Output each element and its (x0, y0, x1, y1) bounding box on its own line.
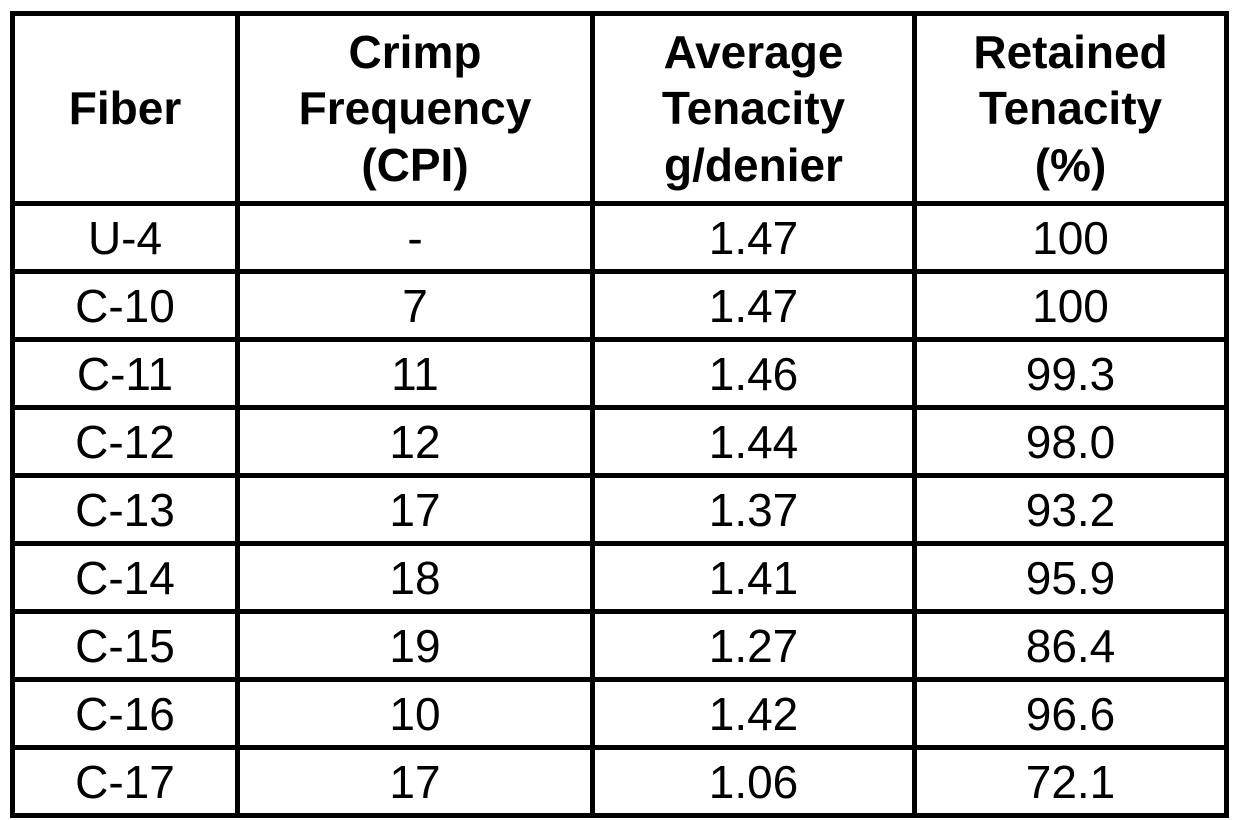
table-header: Fiber Crimp Frequency (CPI) Average Tena… (10, 11, 1229, 206)
table-row-c13: C-13 17 1.37 93.2 (10, 473, 1229, 546)
table-row-u4: U-4 - 1.47 100 (10, 201, 1229, 274)
cell-fiber: U-4 (10, 201, 240, 274)
cell-fiber: C-12 (10, 405, 240, 478)
table-row-c16: C-16 10 1.42 96.6 (10, 677, 1229, 750)
cell-average-tenacity: 1.46 (590, 337, 917, 410)
cell-fiber: C-10 (10, 269, 240, 342)
header-row: Fiber Crimp Frequency (CPI) Average Tena… (10, 11, 1229, 206)
cell-fiber: C-17 (10, 745, 240, 818)
cell-retained-tenacity: 99.3 (912, 337, 1229, 410)
fiber-tenacity-table: Fiber Crimp Frequency (CPI) Average Tena… (10, 11, 1229, 818)
cell-crimp-frequency: 10 (235, 677, 595, 750)
cell-average-tenacity: 1.42 (590, 677, 917, 750)
cell-fiber: C-11 (10, 337, 240, 410)
cell-average-tenacity: 1.37 (590, 473, 917, 546)
cell-crimp-frequency: 19 (235, 609, 595, 682)
cell-retained-tenacity: 93.2 (912, 473, 1229, 546)
cell-retained-tenacity: 86.4 (912, 609, 1229, 682)
cell-fiber: C-13 (10, 473, 240, 546)
column-header-average-tenacity: Average Tenacity g/denier (590, 11, 917, 206)
table-row-c12: C-12 12 1.44 98.0 (10, 405, 1229, 478)
column-header-retained-tenacity: Retained Tenacity (%) (912, 11, 1229, 206)
table-row-c14: C-14 18 1.41 95.9 (10, 541, 1229, 614)
cell-average-tenacity: 1.41 (590, 541, 917, 614)
fiber-tenacity-table-container: Fiber Crimp Frequency (CPI) Average Tena… (10, 11, 1229, 818)
cell-fiber: C-14 (10, 541, 240, 614)
table-body: U-4 - 1.47 100 C-10 7 1.47 100 C-11 11 1… (10, 201, 1229, 818)
cell-retained-tenacity: 100 (912, 201, 1229, 274)
table-row-c10: C-10 7 1.47 100 (10, 269, 1229, 342)
cell-crimp-frequency: - (235, 201, 595, 274)
cell-crimp-frequency: 11 (235, 337, 595, 410)
cell-average-tenacity: 1.27 (590, 609, 917, 682)
cell-average-tenacity: 1.06 (590, 745, 917, 818)
cell-retained-tenacity: 72.1 (912, 745, 1229, 818)
cell-crimp-frequency: 17 (235, 745, 595, 818)
cell-average-tenacity: 1.47 (590, 269, 917, 342)
cell-crimp-frequency: 7 (235, 269, 595, 342)
cell-retained-tenacity: 96.6 (912, 677, 1229, 750)
table-row-c11: C-11 11 1.46 99.3 (10, 337, 1229, 410)
column-header-crimp-frequency: Crimp Frequency (CPI) (235, 11, 595, 206)
cell-crimp-frequency: 12 (235, 405, 595, 478)
cell-average-tenacity: 1.44 (590, 405, 917, 478)
table-row-c17: C-17 17 1.06 72.1 (10, 745, 1229, 818)
column-header-fiber: Fiber (10, 11, 240, 206)
cell-fiber: C-15 (10, 609, 240, 682)
cell-crimp-frequency: 18 (235, 541, 595, 614)
cell-retained-tenacity: 95.9 (912, 541, 1229, 614)
cell-retained-tenacity: 100 (912, 269, 1229, 342)
cell-crimp-frequency: 17 (235, 473, 595, 546)
cell-retained-tenacity: 98.0 (912, 405, 1229, 478)
table-row-c15: C-15 19 1.27 86.4 (10, 609, 1229, 682)
cell-average-tenacity: 1.47 (590, 201, 917, 274)
cell-fiber: C-16 (10, 677, 240, 750)
